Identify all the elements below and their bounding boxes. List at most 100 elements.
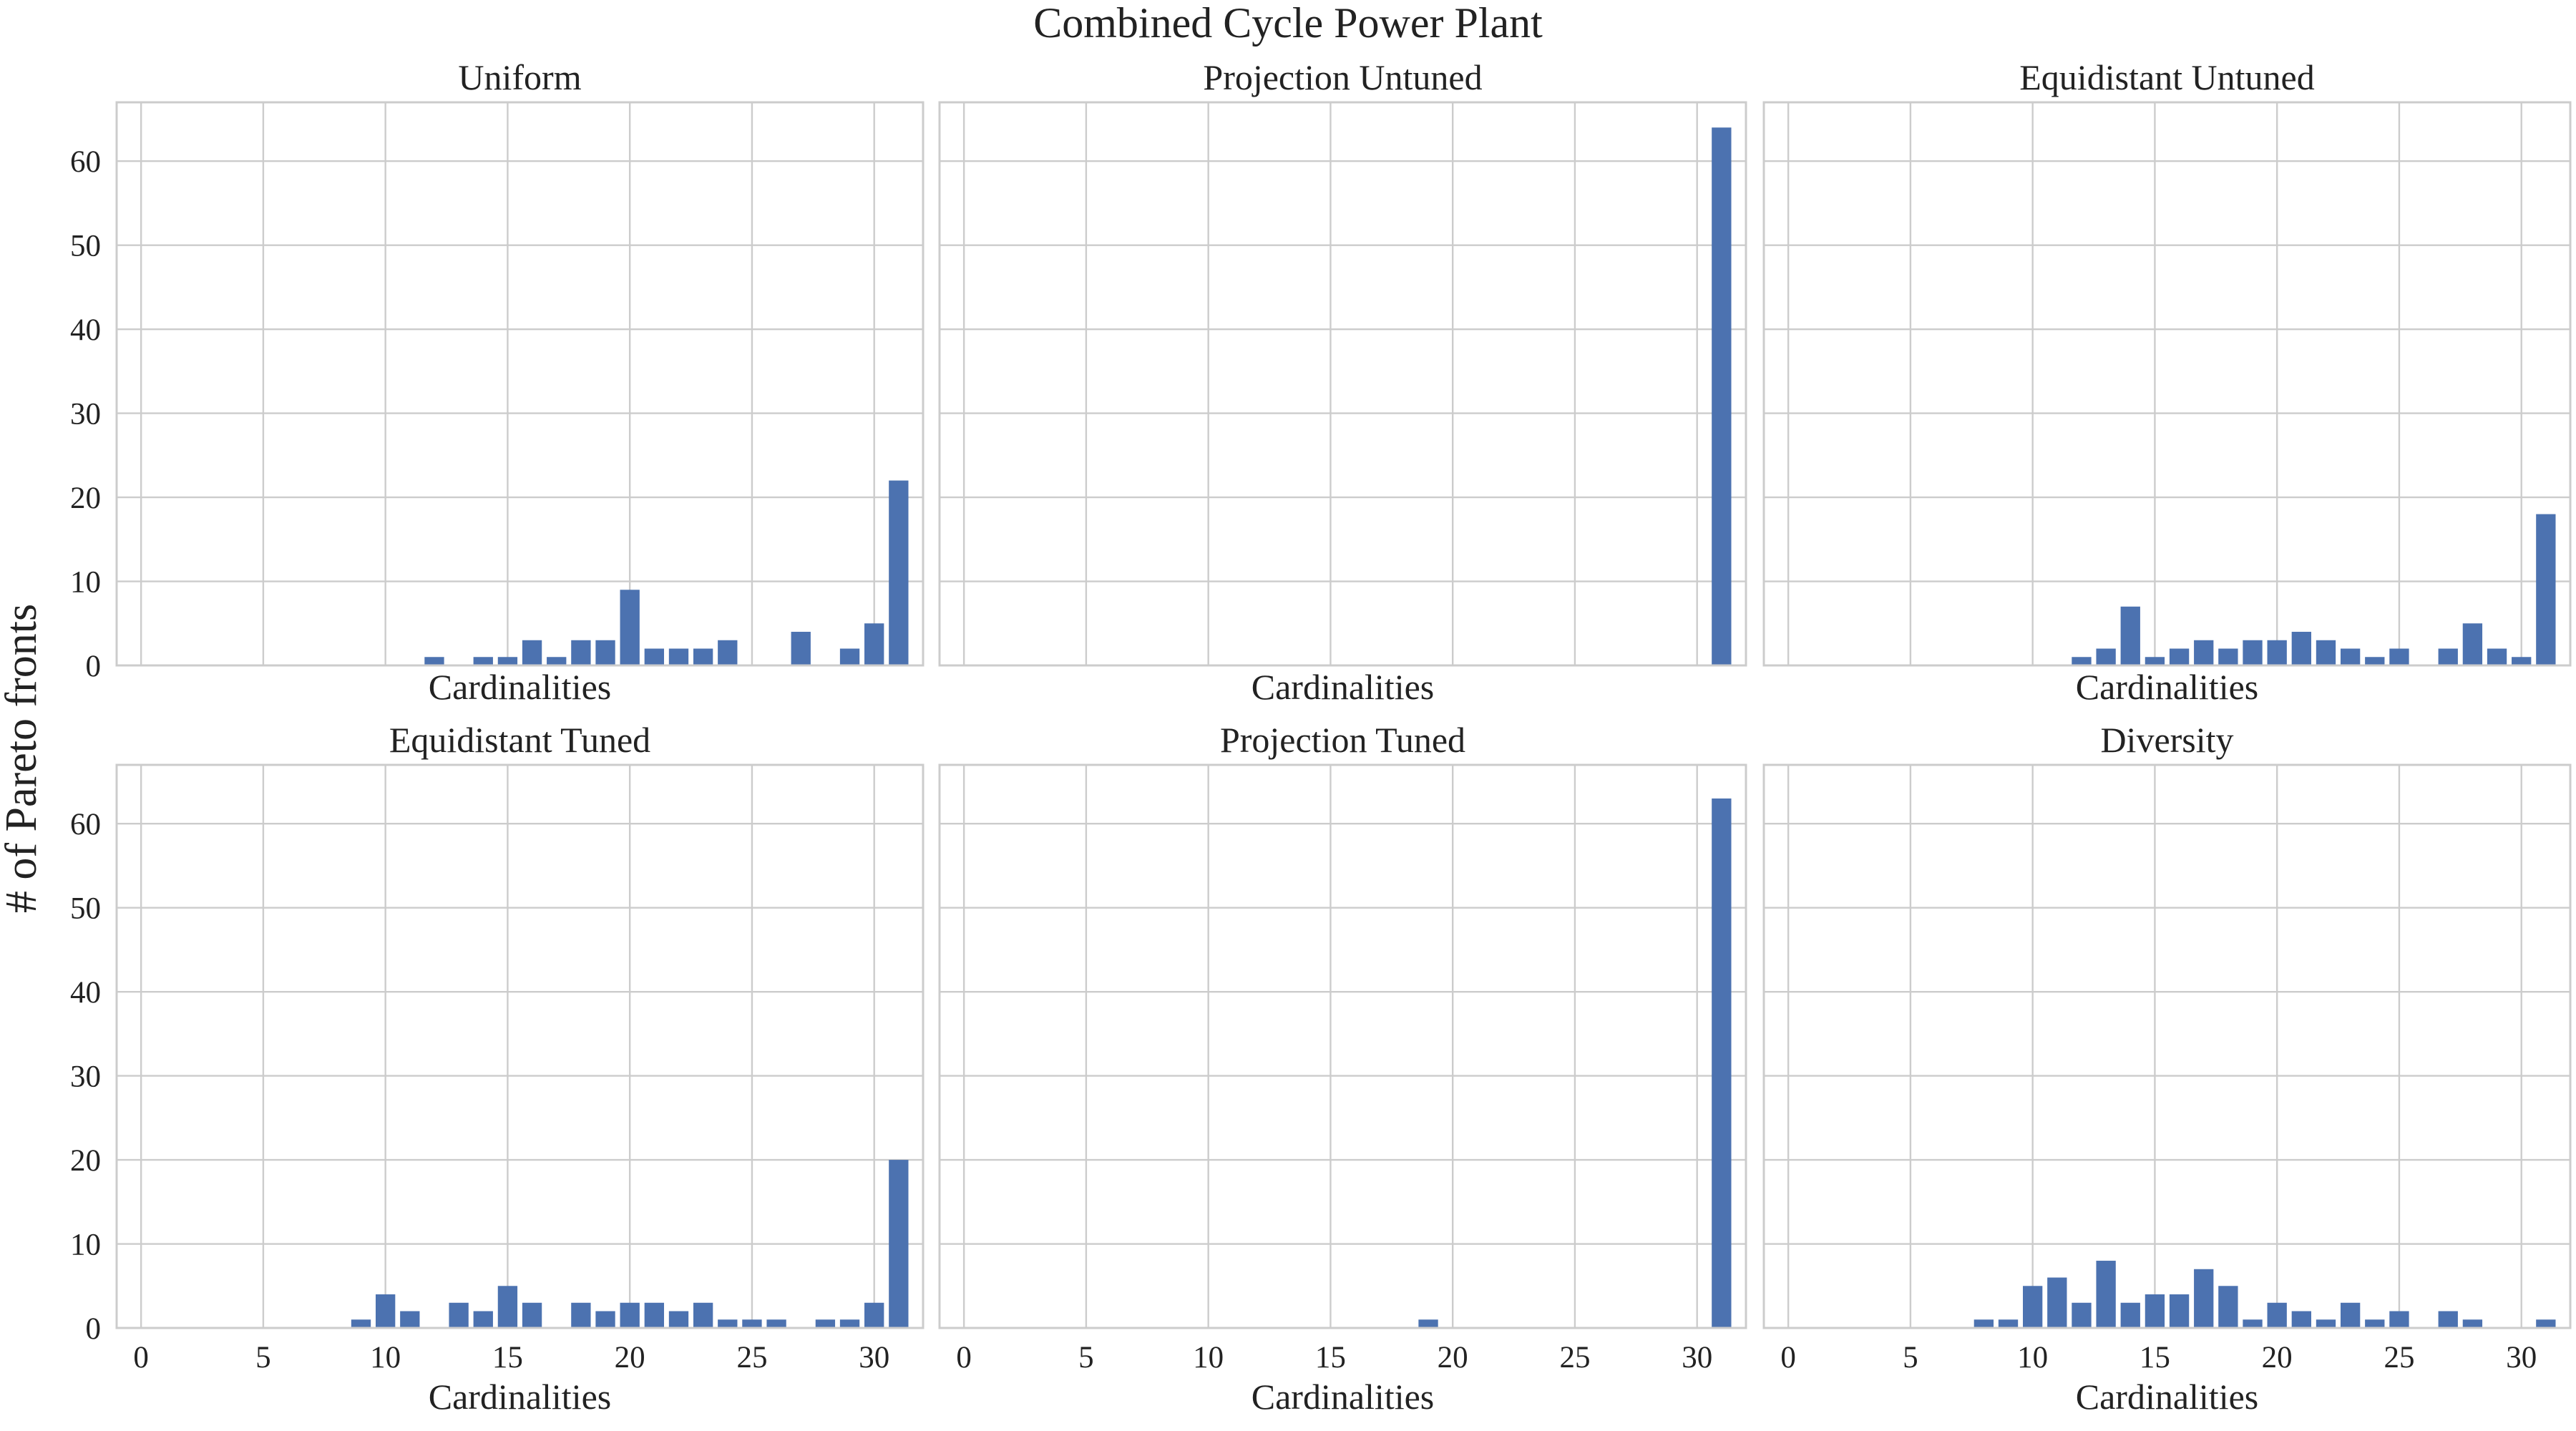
- x-tick-label: 30: [2506, 1341, 2537, 1374]
- x-tick-label: 30: [859, 1341, 889, 1374]
- bar: [400, 1311, 420, 1328]
- bar: [839, 648, 860, 665]
- y-tick-label: 0: [86, 1312, 102, 1346]
- subplot-grid: Uniform0102030405060CardinalitiesProject…: [70, 57, 2572, 1417]
- bar: [351, 1319, 371, 1328]
- bar: [2096, 1261, 2116, 1328]
- y-tick-label: 60: [70, 808, 101, 841]
- x-tick-label: 10: [2017, 1341, 2048, 1374]
- bar: [2536, 1319, 2556, 1328]
- axes-frame: [1762, 763, 2572, 1329]
- bar: [2096, 648, 2116, 665]
- bar: [2120, 1302, 2140, 1328]
- x-tick-label: 5: [1903, 1341, 1918, 1374]
- subplot-5: Projection Tuned 0 5 10 15 20 25 30 Cardinalitie…: [938, 720, 1747, 1417]
- subplot-1: Uniform 0 10 20 30 40 50 60 Cardinalities: [70, 57, 924, 707]
- bar: [473, 1311, 493, 1328]
- bar: [718, 640, 738, 665]
- bar: [547, 657, 567, 665]
- bar: [497, 657, 518, 665]
- y-tick-label: 60: [70, 145, 101, 179]
- x-tick-label: 15: [492, 1341, 523, 1374]
- panel-title: Projection Tuned: [1220, 720, 1465, 760]
- y-tick-label: 50: [70, 230, 101, 263]
- bar: [864, 623, 884, 665]
- bar: [473, 657, 493, 665]
- bar: [2462, 623, 2483, 665]
- y-tick-label: 10: [70, 1229, 101, 1262]
- bar: [2389, 648, 2409, 665]
- bar: [2462, 1319, 2483, 1328]
- bar: [522, 1302, 542, 1328]
- axes-frame: [1762, 101, 2572, 667]
- bar: [2365, 657, 2385, 665]
- bar: [2512, 657, 2532, 665]
- bar: [2243, 1319, 2263, 1328]
- bar: [2218, 1286, 2238, 1328]
- bar: [2316, 1319, 2336, 1328]
- bar: [2145, 1294, 2165, 1328]
- bar: [2536, 514, 2556, 665]
- x-axis-label: Cardinalities: [429, 667, 612, 707]
- x-tick-label: 25: [2384, 1341, 2414, 1374]
- bar: [2023, 1286, 2043, 1328]
- bar: [2316, 640, 2336, 665]
- bar: [2169, 648, 2190, 665]
- subplot-3: Equidistant Untuned Cardinalities: [1762, 57, 2572, 707]
- bar: [497, 1286, 518, 1328]
- x-tick-label: 5: [1078, 1341, 1094, 1374]
- y-tick-label: 50: [70, 892, 101, 926]
- bar: [2487, 648, 2507, 665]
- bar: [2218, 648, 2238, 665]
- figure-ylabel: # of Pareto fronts: [0, 604, 46, 913]
- bar: [1712, 798, 1732, 1328]
- x-tick-label: 30: [1682, 1341, 1712, 1374]
- y-tick-label: 20: [70, 1144, 101, 1178]
- panel-title: Uniform: [458, 57, 581, 97]
- bar: [2194, 1269, 2214, 1328]
- bar: [2243, 640, 2263, 665]
- y-tick-label: 10: [70, 566, 101, 600]
- x-tick-label: 0: [956, 1341, 972, 1374]
- x-tick-label: 25: [1559, 1341, 1590, 1374]
- bar: [2047, 1277, 2067, 1328]
- bar: [718, 1319, 738, 1328]
- panel-title: Equidistant Untuned: [2019, 57, 2314, 97]
- x-tick-label: 25: [736, 1341, 767, 1374]
- bar: [2340, 1302, 2361, 1328]
- bar: [1974, 1319, 1994, 1328]
- bar: [742, 1319, 762, 1328]
- x-tick-label: 10: [1193, 1341, 1224, 1374]
- x-tick-label: 20: [2262, 1341, 2293, 1374]
- bar: [449, 1302, 469, 1328]
- bar: [2120, 606, 2140, 665]
- y-tick-label: 20: [70, 482, 101, 515]
- bar: [522, 640, 542, 665]
- panel-title: Equidistant Tuned: [389, 720, 650, 760]
- subplot-6: Diversity 0 5 10 15 20 25 30 Cardinalities: [1762, 720, 2572, 1417]
- bar: [2340, 648, 2361, 665]
- bar: [668, 648, 689, 665]
- bar: [815, 1319, 836, 1328]
- bar: [1418, 1319, 1438, 1328]
- x-tick-label: 20: [1438, 1341, 1468, 1374]
- bar: [864, 1302, 884, 1328]
- bar: [2194, 640, 2214, 665]
- subplot-2: Projection Untuned Cardinalities: [938, 57, 1747, 707]
- bar: [2072, 657, 2092, 665]
- axes-frame: [115, 763, 924, 1329]
- bar: [766, 1319, 786, 1328]
- bar: [620, 590, 640, 665]
- bar: [2072, 1302, 2092, 1328]
- bar: [2267, 640, 2287, 665]
- axes-frame: [115, 101, 924, 667]
- bar: [2438, 648, 2458, 665]
- panel-title: Diversity: [2100, 720, 2233, 760]
- subplot-4: Equidistant Tuned 0 10 20 30 40 50 60 0 5 10 15 20 25…: [70, 720, 924, 1417]
- bar: [693, 1302, 713, 1328]
- x-tick-label: 0: [133, 1341, 149, 1374]
- bar: [668, 1311, 689, 1328]
- bar: [644, 648, 664, 665]
- bar: [693, 648, 713, 665]
